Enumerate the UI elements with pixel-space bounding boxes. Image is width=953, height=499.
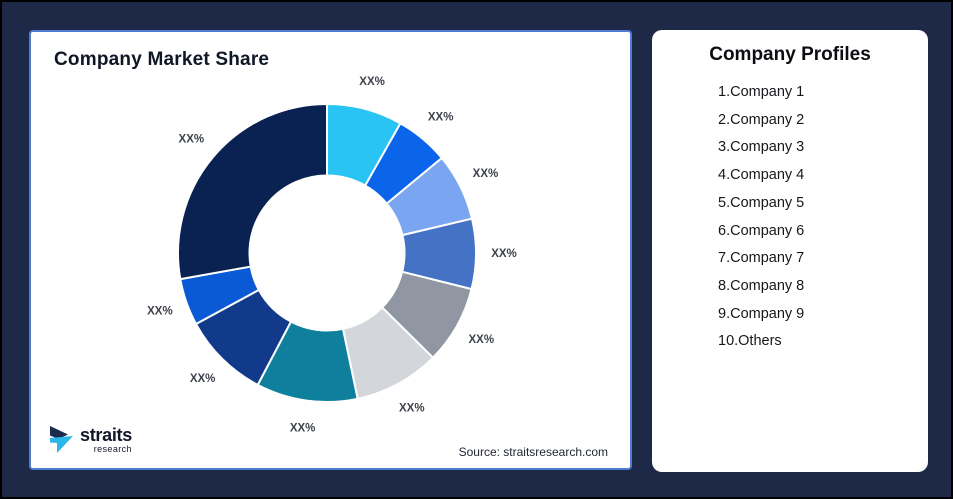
profile-list-item: 9.Company 9 <box>718 305 805 322</box>
profile-list-item: 8.Company 8 <box>718 277 805 294</box>
straits-logo-icon <box>50 426 73 453</box>
profile-list-item: 4.Company 4 <box>718 167 805 184</box>
segment-percentage-label: XX% <box>190 373 216 385</box>
segment-percentage-label: XX% <box>359 76 385 88</box>
logo-brand-text: straits <box>80 425 132 445</box>
chart-title: Company Market Share <box>54 49 270 70</box>
logo-sub-text: research <box>93 444 132 454</box>
logo-wordmark: straits research <box>80 426 132 454</box>
segment-percentage-label: XX% <box>428 111 454 123</box>
segment-percentage-label: XX% <box>399 402 425 414</box>
donut-segment <box>177 103 328 281</box>
straits-research-logo: straits research <box>49 425 132 455</box>
company-profiles-card: Company Profiles 1.Company 1 2.Company 2 3… <box>652 30 928 472</box>
profiles-title: Company Profiles <box>709 44 871 65</box>
segment-percentage-label: XX% <box>491 248 517 260</box>
profile-list-item: 1.Company 1 <box>718 84 805 100</box>
profile-list-item: 6.Company 6 <box>718 222 805 239</box>
profile-list-item: 10.Others <box>718 333 782 350</box>
profile-list-item: 2.Company 2 <box>718 111 805 128</box>
profile-list-item: 5.Company 5 <box>718 194 805 211</box>
source-attribution: Source: straitsresearch.com <box>458 445 608 459</box>
segment-percentage-label: XX% <box>147 305 173 317</box>
profile-list-item: 3.Company 3 <box>718 139 805 156</box>
market-share-card: Company Market Share XX% XX% XX% XX% XX% XX% X… <box>29 30 632 470</box>
company-profiles-list: 1.Company 1 2.Company 2 3.Company 3 4.Compa… <box>652 79 928 356</box>
profile-list-item: 7.Company 7 <box>718 250 805 267</box>
market-share-donut-chart: XX% XX% XX% XX% XX% XX% XX% XX% XX% XX% <box>147 76 517 434</box>
segment-percentage-label: XX% <box>469 334 495 346</box>
segment-percentage-label: XX% <box>290 422 316 434</box>
segment-percentage-label: XX% <box>179 133 205 145</box>
segment-percentage-label: XX% <box>473 168 499 180</box>
